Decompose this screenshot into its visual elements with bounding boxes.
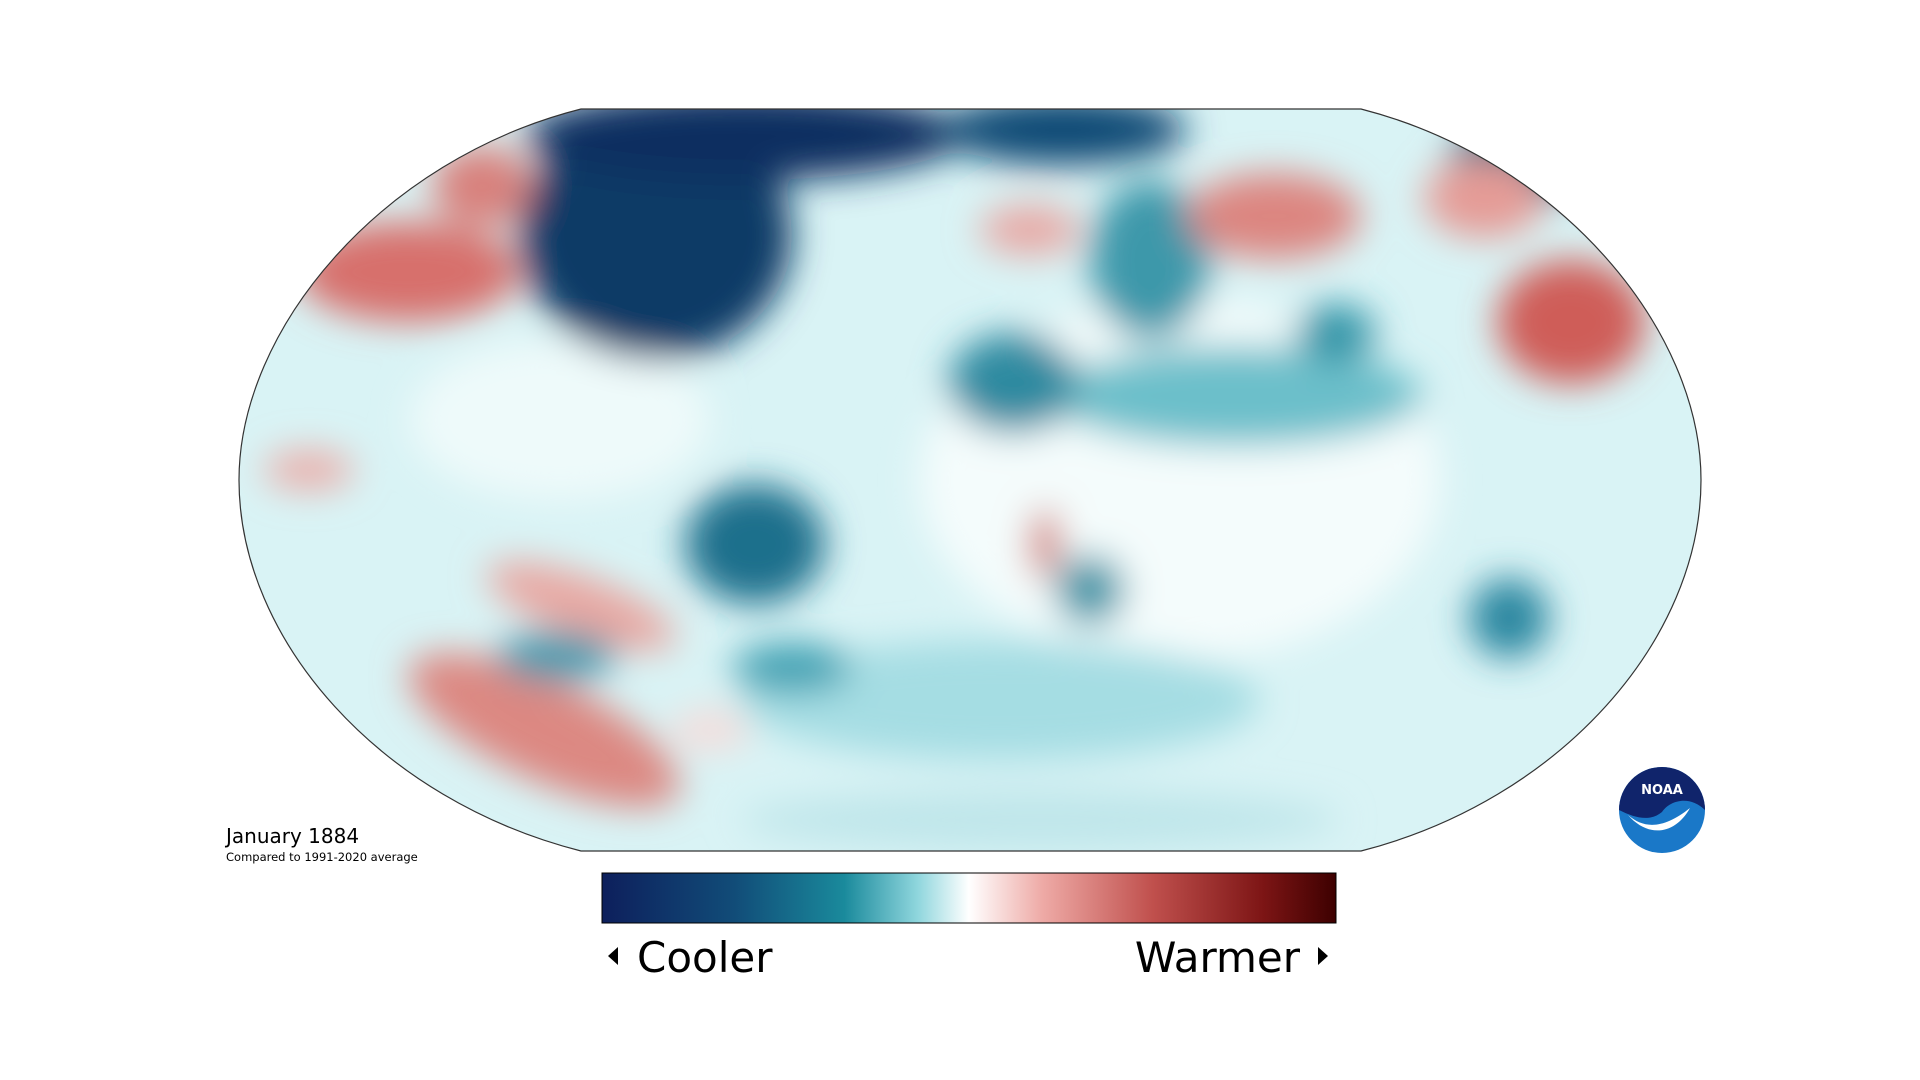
- noaa-logo: NOAA: [1619, 767, 1705, 853]
- legend-low: Cooler: [637, 933, 773, 982]
- legend-high: Warmer: [1135, 933, 1301, 982]
- arrow-right: [1318, 947, 1328, 965]
- map-date: January 1884: [224, 824, 359, 848]
- logo-text: NOAA: [1641, 783, 1683, 798]
- map-subtitle: Compared to 1991-2020 average: [226, 850, 418, 864]
- map-outline: [238, 108, 1702, 852]
- color-scale: [601, 872, 1337, 924]
- arrow-left: [608, 947, 618, 965]
- anomaly-map: [239, 109, 1701, 851]
